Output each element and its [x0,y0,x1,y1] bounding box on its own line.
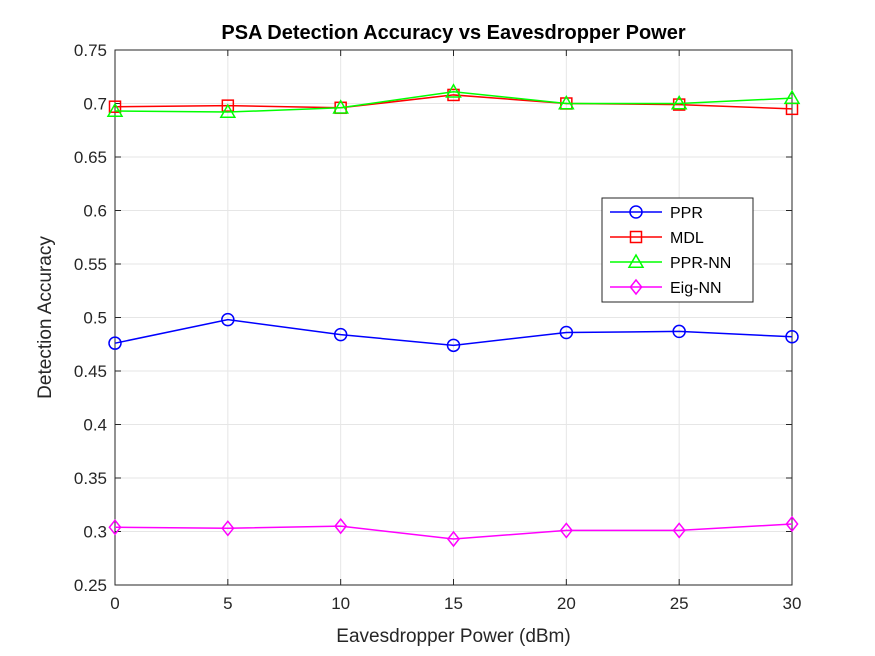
x-tick-label: 10 [331,594,350,613]
data-point [785,330,799,344]
data-point [558,94,575,110]
legend-marker [629,278,643,296]
data-point [559,522,573,539]
y-tick-label: 0.75 [74,41,107,60]
legend-marker [629,230,643,244]
x-tick-label: 0 [110,594,119,613]
series-ppr [108,312,799,353]
y-tick-label: 0.7 [83,95,107,114]
x-tick-label: 15 [444,594,463,613]
x-tick-label: 5 [223,594,232,613]
data-point [559,325,574,340]
data-point [446,530,461,548]
x-tick-label: 20 [557,594,576,613]
legend-entry: PPR-NN [610,253,731,272]
data-point [332,99,349,114]
data-point [445,83,462,98]
legend-label: Eig-NN [670,280,722,297]
y-tick-label: 0.3 [83,523,107,542]
series-ppr-nn [106,83,801,119]
series-line [114,90,793,113]
y-tick-label: 0.55 [74,255,107,274]
chart-title: PSA Detection Accuracy vs Eavesdropper P… [221,22,685,44]
series-group [106,83,801,548]
data-point [333,327,348,342]
y-tick-label: 0.45 [74,362,107,381]
y-tick-label: 0.65 [74,148,107,167]
series-eig-nn [108,515,799,548]
y-axis-title: Detection Accuracy [35,236,56,399]
y-tick-label: 0.5 [83,309,107,328]
legend-entry: PPR [610,205,703,222]
data-point [221,520,235,537]
data-point [446,338,461,353]
y-tick-label: 0.35 [74,469,107,488]
data-point [783,89,801,105]
data-point [334,517,348,535]
data-point [106,102,124,117]
series-line [114,318,793,347]
data-point [672,522,686,539]
y-tick-label: 0.6 [83,202,107,221]
data-point [672,98,686,111]
data-point [221,312,235,327]
y-tick-label: 0.25 [74,576,107,595]
x-tick-label: 25 [670,594,689,613]
x-tick-label: 30 [783,594,802,613]
series-line [114,523,793,540]
x-axis-title: Eavesdropper Power (dBm) [336,626,570,647]
data-point [672,324,686,339]
legend-entry: MDL [610,230,704,247]
data-point [219,103,237,119]
axis-ticks: 0 5 10 15 20 25 30 0.25 0.3 0.35 0.4 0.45 0.5 0.55 0.6… [74,41,802,613]
data-point [785,515,799,533]
legend-box [601,197,754,303]
data-point [670,94,688,110]
data-point [108,100,122,113]
y-tick-label: 0.4 [83,416,107,435]
legend-marker [629,205,643,219]
data-point [108,519,122,536]
legend-marker [627,253,645,268]
legend-label: PPR-NN [670,255,731,272]
legend-label: PPR [670,205,703,222]
legend-label: MDL [670,230,704,247]
data-point [221,99,235,112]
legend-entry: Eig-NN [610,278,722,297]
legend: PPR MDL PPR-NN Eig-NN [601,197,754,303]
data-point [108,336,122,350]
